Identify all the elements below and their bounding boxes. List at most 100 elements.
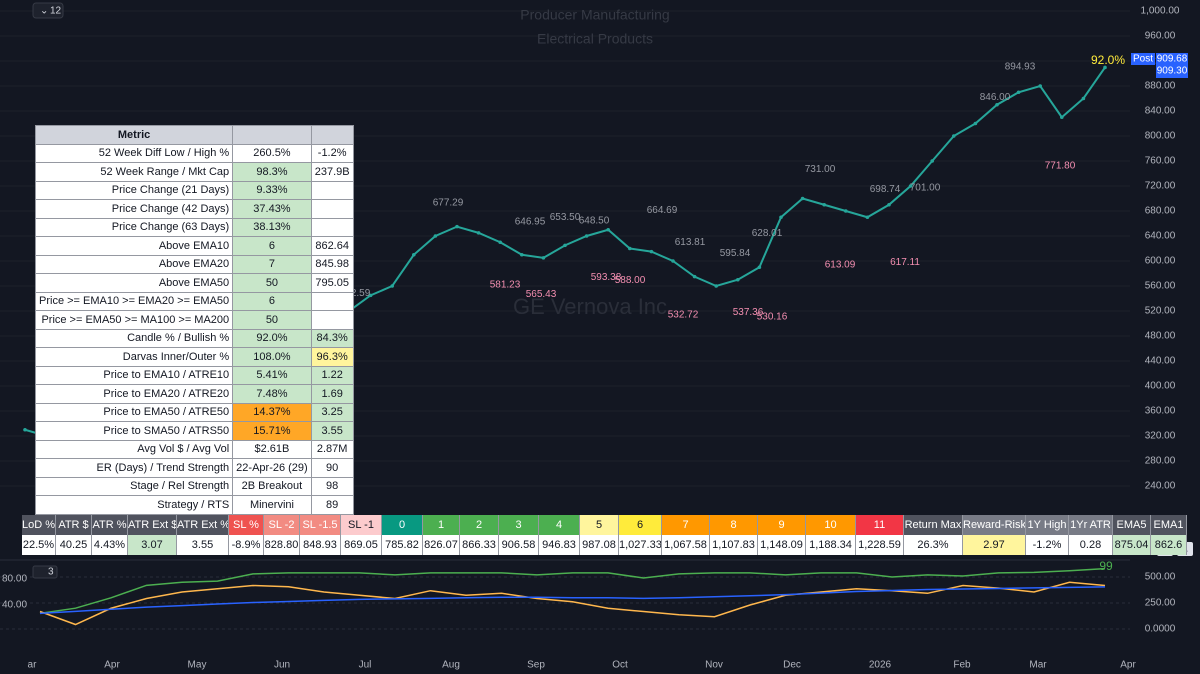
price-point xyxy=(844,209,848,213)
price-point xyxy=(584,234,589,238)
metrics-row: Price to SMA50 / ATRS50 15.71% 3.55 xyxy=(34,421,354,441)
high-annotation: 664.69 xyxy=(647,205,678,216)
strip-column: 5 987.08 xyxy=(580,515,619,555)
metrics-row: Price >= EMA10 >= EMA20 >= EMA50 6 xyxy=(34,291,354,311)
y-tick-label: 600.00 xyxy=(1145,256,1176,267)
strip-column: 2 866.33 xyxy=(460,515,499,555)
x-tick-label: Dec xyxy=(783,660,801,671)
price-point xyxy=(1038,84,1042,88)
y-tick-label: 520.00 xyxy=(1145,306,1176,317)
strip-header: Reward-Risk xyxy=(963,515,1025,535)
metrics-cell: 98.3% xyxy=(232,162,312,182)
metrics-cell: Price >= EMA10 >= EMA20 >= EMA50 xyxy=(34,291,234,311)
strip-header: 6 xyxy=(619,515,661,535)
price-point xyxy=(390,284,395,288)
strip-value: 40.25 xyxy=(56,535,91,555)
high-annotation: 532.59 xyxy=(340,288,371,299)
strip-header: SL % xyxy=(229,515,263,535)
x-tick-label: Oct xyxy=(612,660,628,671)
price-point xyxy=(1016,90,1021,95)
price-point xyxy=(736,277,740,282)
sub-y2-tick-label: 40.00 xyxy=(2,600,27,611)
metrics-cell: 84.3% xyxy=(310,328,354,348)
y-tick-label: 360.00 xyxy=(1145,406,1176,417)
strip-column: SL -2 828.80 xyxy=(264,515,300,555)
sub-indicator-box[interactable] xyxy=(32,565,58,579)
price-point xyxy=(541,256,546,260)
strip-value: 875.04 xyxy=(1113,535,1150,555)
sub-annotation: 99 xyxy=(1099,559,1113,573)
strip-header: 2 xyxy=(460,515,498,535)
low-annotation: 581.23 xyxy=(490,279,521,290)
strip-value: 848.93 xyxy=(300,535,340,555)
price-point xyxy=(476,231,481,235)
price-point xyxy=(865,215,870,220)
y-tick-label: 240.00 xyxy=(1145,481,1176,492)
metrics-cell: 795.05 xyxy=(310,273,354,293)
metrics-body: Metric 52 Week Diff Low / High % 260.5% -1.… xyxy=(34,125,354,515)
high-annotation: 677.29 xyxy=(433,197,464,208)
metrics-row: Above EMA50 50 795.05 xyxy=(34,273,354,293)
metrics-header-empty xyxy=(310,125,354,145)
price-point xyxy=(671,259,675,263)
gain-label: 92.0% xyxy=(1091,53,1125,67)
low-annotation: 532.72 xyxy=(668,310,699,321)
strip-header: 9 xyxy=(758,515,805,535)
metrics-cell: 7 xyxy=(232,254,312,274)
metrics-cell: Price to EMA20 / ATRE20 xyxy=(34,384,234,404)
strip-column: 3 906.58 xyxy=(499,515,539,555)
y-tick-label: 840.00 xyxy=(1145,106,1176,117)
sub-y-tick-label: 500.00 xyxy=(1145,572,1176,583)
strip-header: EMA1 xyxy=(1151,515,1186,535)
low-annotation: 530.16 xyxy=(757,311,788,322)
low-annotation: 565.43 xyxy=(526,289,557,300)
y-tick-label: 880.00 xyxy=(1145,81,1176,92)
metrics-cell: Stage / Rel Strength xyxy=(34,476,234,496)
price-point xyxy=(412,252,416,257)
price-point xyxy=(779,215,783,220)
x-tick-label: Apr xyxy=(104,660,120,671)
metrics-cell: 6 xyxy=(232,291,312,311)
strip-value: 22.5% xyxy=(22,535,55,555)
y-tick-label: 440.00 xyxy=(1145,356,1176,367)
strip-column: EMA5 875.04 xyxy=(1113,515,1151,555)
metrics-cell: Price to EMA50 / ATRE50 xyxy=(34,402,234,422)
strip-value: 869.05 xyxy=(341,535,381,555)
metrics-cell: 7.48% xyxy=(232,384,312,404)
strip-value: 1,188.34 xyxy=(806,535,855,555)
strip-header: LoD % xyxy=(22,515,55,535)
metrics-cell: Above EMA10 xyxy=(34,236,234,256)
metrics-row: 52 Week Range / Mkt Cap 98.3% 237.9B xyxy=(34,162,354,182)
strip-column: LoD % 22.5% xyxy=(22,515,56,555)
y-tick-label: 960.00 xyxy=(1145,31,1176,42)
indicator-box[interactable] xyxy=(32,2,64,19)
strip-column: Return Max 26.3% xyxy=(904,515,963,555)
y-tick-label: 720.00 xyxy=(1145,181,1176,192)
metrics-row: Strategy / RTS Minervini 89 xyxy=(34,495,354,515)
metrics-header-row: Metric xyxy=(34,125,354,145)
price-point xyxy=(455,224,459,229)
x-tick-label: Sep xyxy=(527,660,545,671)
metrics-cell: 96.3% xyxy=(310,347,354,367)
metrics-cell: Price Change (63 Days) xyxy=(34,217,234,237)
watermark: GE Vernova Inc xyxy=(513,294,667,319)
strip-column: 0 785.82 xyxy=(382,515,423,555)
y-tick-label: 760.00 xyxy=(1145,156,1176,167)
metrics-cell: 98 xyxy=(310,476,354,496)
metrics-cell: Above EMA50 xyxy=(34,273,234,293)
price-point xyxy=(23,427,27,432)
metrics-row: Price Change (63 Days) 38.13% xyxy=(34,217,354,237)
price-point xyxy=(498,240,503,245)
metrics-cell-empty xyxy=(310,310,354,330)
price-point xyxy=(930,159,934,163)
metrics-cell: 2B Breakout xyxy=(232,476,312,496)
x-tick-label: Jun xyxy=(274,660,290,671)
strip-value: 987.08 xyxy=(580,535,618,555)
price-point xyxy=(649,249,654,254)
metrics-cell: 237.9B xyxy=(310,162,354,182)
x-tick-label: 2026 xyxy=(869,660,892,671)
metrics-row: Price >= EMA50 >= MA100 >= MA200 50 xyxy=(34,310,354,330)
metrics-cell: Minervini xyxy=(232,495,312,515)
strip-value: 862.6 xyxy=(1151,535,1186,555)
